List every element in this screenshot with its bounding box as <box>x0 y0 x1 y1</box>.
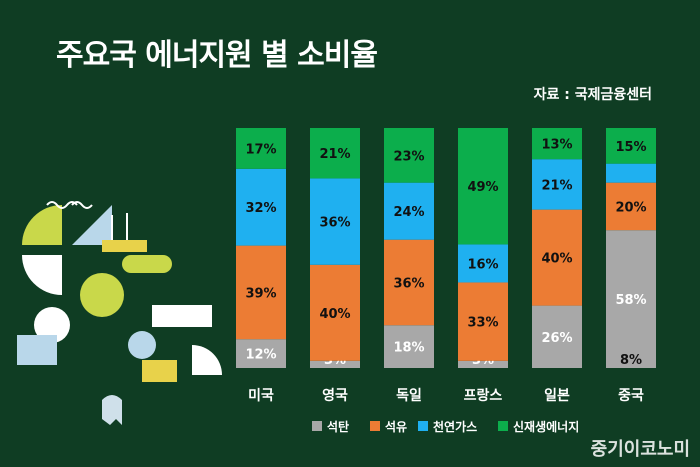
legend-swatch-신재생에너지 <box>498 421 508 431</box>
legend-swatch-석유 <box>370 421 380 431</box>
chart-title: 주요국 에너지원 별 소비율 <box>56 38 378 73</box>
legend-swatch-석탄 <box>312 421 322 431</box>
source-note: 자료 : 국제금융센터 <box>533 87 652 103</box>
data-label-미국-신재생에너지: 17% <box>245 142 276 157</box>
category-label-중국: 중국 <box>618 388 644 404</box>
data-label-독일-천연가스: 24% <box>393 205 424 220</box>
bar-영국-신재생에너지 <box>310 128 360 179</box>
data-label-프랑스-신재생에너지: 49% <box>467 180 498 195</box>
data-label-중국-석탄: 58% <box>615 293 646 308</box>
bar-일본-석유 <box>532 209 582 306</box>
bar-중국-천연가스 <box>606 163 656 183</box>
legend-label-석탄: 석탄 <box>327 419 349 434</box>
bar-독일-신재생에너지 <box>384 128 434 183</box>
category-label-일본: 일본 <box>544 388 570 404</box>
data-label-미국-천연가스: 32% <box>245 201 276 216</box>
bar-프랑스-천연가스 <box>458 244 508 283</box>
data-label-프랑스-석유: 33% <box>467 316 498 331</box>
data-label-중국-석유: 20% <box>615 200 646 215</box>
bar-미국-신재생에너지 <box>236 128 286 169</box>
legend-label-천연가스: 천연가스 <box>433 419 477 434</box>
bar-미국-석탄 <box>236 339 286 368</box>
bar-독일-석탄 <box>384 325 434 368</box>
bar-프랑스-석유 <box>458 282 508 361</box>
bar-프랑스-석탄 <box>458 360 508 368</box>
bar-중국-석탄 <box>606 230 656 368</box>
bar-영국-석유 <box>310 264 360 361</box>
data-label-영국-석유: 40% <box>319 307 350 322</box>
category-label-미국: 미국 <box>248 388 274 404</box>
watermark: 중기이코노미 <box>590 439 690 460</box>
data-label-독일-신재생에너지: 23% <box>393 149 424 164</box>
data-label-프랑스-천연가스: 16% <box>467 257 498 272</box>
bar-일본-신재생에너지 <box>532 128 582 160</box>
data-label-중국-신재생에너지: 15% <box>615 140 646 155</box>
category-label-영국: 영국 <box>322 387 348 404</box>
data-label-일본-천연가스: 21% <box>541 178 572 193</box>
data-label-미국-석탄: 12% <box>245 348 276 363</box>
data-label-일본-석탄: 26% <box>541 331 572 346</box>
data-label-영국-신재생에너지: 21% <box>319 147 350 162</box>
category-label-독일: 독일 <box>396 388 422 404</box>
bar-영국-석탄 <box>310 360 360 368</box>
bar-일본-석탄 <box>532 305 582 368</box>
data-label-일본-석유: 40% <box>541 252 572 267</box>
bar-독일-석유 <box>384 239 434 326</box>
bar-중국-석유 <box>606 182 656 231</box>
bar-일본-천연가스 <box>532 159 582 210</box>
data-label-중국-천연가스: 8% <box>620 353 642 368</box>
decorative-illustration <box>17 201 222 425</box>
bar-중국-신재생에너지 <box>606 128 656 164</box>
bar-미국-천연가스 <box>236 168 286 246</box>
legend-label-신재생에너지: 신재생에너지 <box>513 419 579 434</box>
data-label-일본-신재생에너지: 13% <box>541 138 572 153</box>
data-label-영국-천연가스: 36% <box>319 216 350 231</box>
legend-swatch-천연가스 <box>418 421 428 431</box>
bar-독일-천연가스 <box>384 182 434 240</box>
category-label-프랑스: 프랑스 <box>464 388 503 404</box>
data-label-미국-석유: 39% <box>245 286 276 301</box>
data-label-독일-석유: 36% <box>393 276 424 291</box>
data-label-독일-석탄: 18% <box>393 341 424 356</box>
bar-미국-석유 <box>236 245 286 340</box>
legend-label-석유: 석유 <box>385 420 407 434</box>
bar-영국-천연가스 <box>310 178 360 265</box>
bar-프랑스-신재생에너지 <box>458 128 508 245</box>
